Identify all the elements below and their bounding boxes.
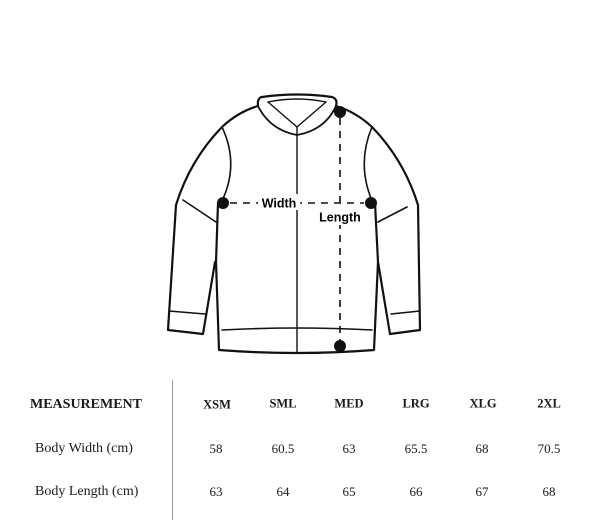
measure-point-left — [217, 197, 229, 209]
table-cell: 65 — [342, 484, 356, 499]
table-cell: 70.5 — [537, 441, 561, 456]
size-header: XSM — [203, 397, 231, 412]
table-cell: 68 — [475, 441, 489, 456]
table-divider — [172, 380, 173, 520]
table-cell: 66 — [409, 484, 423, 499]
width-label: Width — [262, 197, 297, 211]
measure-point-right — [365, 197, 377, 209]
left-sleeve — [166, 104, 260, 336]
size-header: MED — [334, 396, 364, 411]
table-cell: 60.5 — [271, 441, 295, 456]
size-header: 2XL — [537, 396, 561, 411]
right-sleeve — [334, 104, 422, 336]
jacket-outline — [166, 93, 422, 355]
jacket-diagram: Width Length — [166, 93, 422, 355]
table-cell: 64 — [276, 484, 290, 499]
measurement-header: MEASUREMENT — [30, 397, 143, 412]
table-cell: 67 — [475, 484, 489, 499]
length-label: Length — [319, 211, 361, 225]
measure-point-hem — [334, 340, 346, 352]
row-label: Body Length (cm) — [35, 484, 139, 499]
table-cell: 63 — [342, 441, 356, 456]
size-header: SML — [269, 396, 297, 411]
size-header: XLG — [469, 396, 497, 411]
table-cell: 68 — [542, 484, 556, 499]
table-cell: 58 — [209, 441, 223, 456]
collar — [256, 93, 338, 108]
table-cell: 63 — [209, 484, 223, 499]
measure-point-shoulder — [334, 106, 346, 118]
jacket-body — [214, 201, 380, 355]
table-cell: 65.5 — [404, 441, 428, 456]
size-header: LRG — [402, 396, 430, 411]
row-label: Body Width (cm) — [35, 441, 133, 456]
